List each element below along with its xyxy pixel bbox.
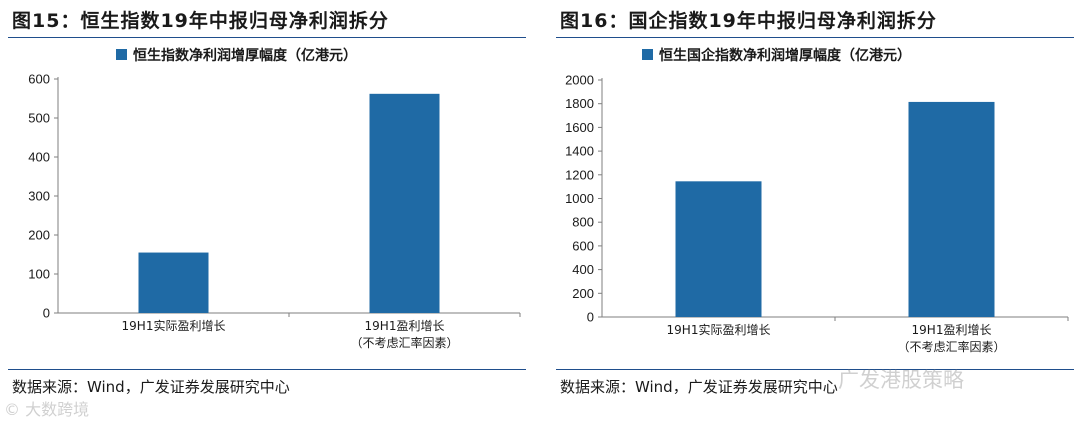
left-watermark: © 大数跨境 [4, 396, 89, 420]
left-y-tick-label: 400 [28, 150, 50, 165]
right-y-tick-label: 2000 [565, 73, 594, 88]
left-bar-chart: 恒生指数净利润增厚幅度（亿港元） 0 100 200 300 400 500 600 19H1实… [8, 40, 528, 365]
left-y-tick-label: 0 [43, 306, 50, 321]
right-y-tick-label: 200 [572, 286, 594, 301]
right-bottom-rule [556, 369, 1074, 370]
right-y-tick-label: 1600 [565, 120, 594, 135]
right-legend-label: 恒生国企指数净利润增厚幅度（亿港元） [659, 47, 911, 64]
right-bar [909, 102, 995, 317]
right-y-tick-label: 0 [587, 310, 594, 325]
right-watermark: 广发港股策略 [838, 364, 964, 394]
right-category-label: 19H1盈利增长 [912, 323, 992, 337]
left-bar [139, 253, 209, 313]
right-y-tick-label: 1200 [565, 167, 594, 182]
left-top-rule [8, 37, 526, 38]
left-category-label: 19H1盈利增长 [365, 319, 445, 333]
left-bar [370, 94, 440, 313]
left-figure-title: 图15：恒生指数19年中报归母净利润拆分 [12, 6, 389, 33]
right-y-tick-label: 600 [572, 238, 594, 253]
left-legend-swatch [116, 49, 127, 60]
right-y-tick-label: 1800 [565, 96, 594, 111]
left-bottom-rule [8, 369, 526, 370]
right-category-label: （不考虑汇率因素） [897, 339, 1005, 354]
left-y-tick-label: 600 [28, 72, 50, 87]
left-y-tick-label: 200 [28, 228, 50, 243]
left-y-tick-label: 100 [28, 267, 50, 282]
left-category-label: 19H1实际盈利增长 [122, 318, 226, 333]
right-source-note: 数据来源：Wind，广发证券发展研究中心 [560, 376, 838, 397]
left-legend-label: 恒生指数净利润增厚幅度（亿港元） [133, 47, 357, 64]
right-y-tick-label: 1000 [565, 191, 594, 206]
left-y-tick-label: 300 [28, 189, 50, 204]
right-y-tick-label: 800 [572, 215, 594, 230]
left-category-label: （不考虑汇率因素） [350, 335, 458, 350]
left-source-note: 数据来源：Wind，广发证券发展研究中心 [12, 376, 290, 397]
right-y-tick-label: 1400 [565, 144, 594, 159]
right-category-label: 19H1实际盈利增长 [667, 322, 771, 337]
right-legend-swatch [642, 49, 653, 60]
right-top-rule [556, 37, 1074, 38]
left-y-tick-label: 500 [28, 111, 50, 126]
right-bar-chart: 恒生国企指数净利润增厚幅度（亿港元） 0 200 400 600 800 1000 1200 1… [556, 40, 1076, 365]
right-y-tick-label: 400 [572, 262, 594, 277]
right-bar [676, 181, 762, 317]
left-chart-panel: 图15：恒生指数19年中报归母净利润拆分 恒生指数净利润增厚幅度（亿港元） 0 10… [8, 0, 528, 423]
right-figure-title: 图16：国企指数19年中报归母净利润拆分 [560, 6, 937, 33]
right-chart-panel: 图16：国企指数19年中报归母净利润拆分 恒生国企指数净利润增厚幅度（亿港元） 0… [556, 0, 1076, 423]
